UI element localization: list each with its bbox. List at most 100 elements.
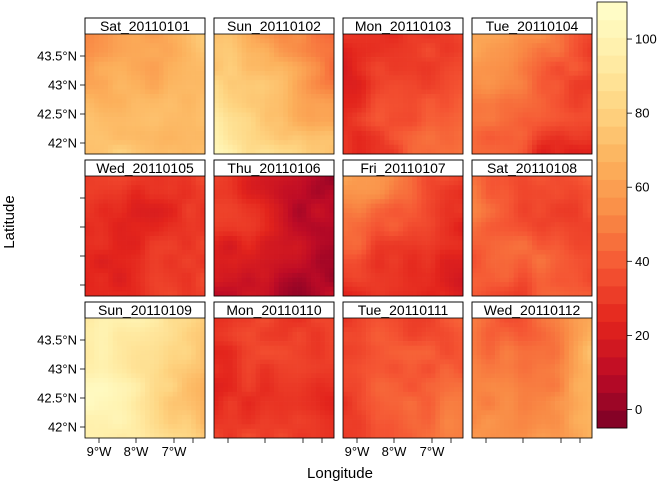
heatmap-cell xyxy=(504,180,510,186)
heatmap-cell xyxy=(356,212,362,218)
heatmap-cell xyxy=(121,47,127,53)
heatmap-cell xyxy=(476,212,482,218)
heatmap-cell xyxy=(278,75,284,81)
heatmap-cell xyxy=(297,208,303,214)
heatmap-cell xyxy=(121,144,127,150)
heatmap-cell xyxy=(145,189,150,195)
heatmap-cell xyxy=(536,130,542,136)
heatmap-cell xyxy=(587,103,593,109)
heatmap-cell xyxy=(200,222,206,228)
heatmap-cell xyxy=(191,43,197,49)
heatmap-cell xyxy=(444,212,450,218)
heatmap-cell xyxy=(264,272,270,278)
heatmap-cell xyxy=(499,84,505,90)
heatmap-cell xyxy=(89,126,95,132)
heatmap-cell xyxy=(573,203,579,209)
heatmap-cell xyxy=(356,75,362,81)
heatmap-cell xyxy=(227,231,233,237)
heatmap-cell xyxy=(274,121,279,127)
heatmap-cell xyxy=(444,84,450,90)
heatmap-cell xyxy=(398,135,404,141)
heatmap-cell xyxy=(407,231,413,237)
heatmap-cell xyxy=(117,180,123,186)
heatmap-cell xyxy=(536,52,542,58)
heatmap-cell xyxy=(117,185,123,191)
heatmap-cell xyxy=(287,135,293,141)
heatmap-cell xyxy=(522,149,528,155)
heatmap-cell xyxy=(145,70,150,76)
heatmap-cell xyxy=(393,259,399,265)
heatmap-cell xyxy=(527,135,533,141)
heatmap-cell xyxy=(356,263,362,269)
heatmap-cell xyxy=(232,103,238,109)
heatmap-cell xyxy=(163,217,169,223)
heatmap-cell xyxy=(126,199,132,205)
heatmap-cell xyxy=(255,75,261,81)
heatmap-cell xyxy=(112,194,118,200)
heatmap-cell xyxy=(85,43,90,49)
heatmap-cell xyxy=(532,135,537,141)
heatmap-cell xyxy=(103,117,109,123)
heatmap-cell xyxy=(108,263,114,269)
heatmap-cell xyxy=(172,208,178,214)
heatmap-cell xyxy=(264,70,270,76)
heatmap-cell xyxy=(181,240,187,246)
heatmap-cell xyxy=(269,80,275,86)
heatmap-cell xyxy=(227,117,233,123)
heatmap-cell xyxy=(195,126,201,132)
heatmap-cell xyxy=(587,66,593,72)
heatmap-cell xyxy=(329,259,335,265)
heatmap-cell xyxy=(532,189,537,195)
heatmap-cell xyxy=(232,203,238,209)
heatmap-cell xyxy=(264,84,270,90)
heatmap-cell xyxy=(578,47,584,53)
heatmap-cell xyxy=(94,263,100,269)
heatmap-cell xyxy=(237,75,243,81)
heatmap-cell xyxy=(329,107,335,113)
heatmap-cell xyxy=(481,34,487,39)
heatmap-cell xyxy=(292,208,298,214)
heatmap-cell xyxy=(320,185,326,191)
heatmap-cell xyxy=(241,208,247,214)
heatmap-cell xyxy=(320,176,326,181)
heatmap-cell xyxy=(490,75,496,81)
heatmap-cell xyxy=(439,61,445,67)
heatmap-cell xyxy=(98,47,104,53)
heatmap-cell xyxy=(246,180,252,186)
heatmap-cell xyxy=(172,80,178,86)
heatmap-cell xyxy=(347,57,353,63)
heatmap-cell xyxy=(389,277,395,283)
heatmap-cell xyxy=(283,217,289,223)
heatmap-cell xyxy=(310,176,316,181)
heatmap-cell xyxy=(154,259,160,265)
heatmap-cell xyxy=(177,263,183,269)
heatmap-cell xyxy=(375,240,381,246)
panel-Sat_20110108: Sat_20110108 xyxy=(471,159,593,297)
heatmap-cell xyxy=(287,52,293,58)
heatmap-cell xyxy=(389,66,395,72)
heatmap-cell xyxy=(218,38,224,44)
heatmap-cell xyxy=(237,94,243,99)
heatmap-cell xyxy=(149,38,155,44)
heatmap-cell xyxy=(453,52,459,58)
heatmap-cell xyxy=(320,245,326,251)
heatmap-cell xyxy=(145,268,150,274)
heatmap-cell xyxy=(361,34,367,39)
heatmap-cell xyxy=(227,66,233,72)
heatmap-cell xyxy=(246,70,252,76)
heatmap-cell xyxy=(85,226,90,232)
heatmap-cell xyxy=(476,52,482,58)
heatmap-cell xyxy=(370,263,376,269)
heatmap-cell xyxy=(504,144,510,150)
heatmap-cell xyxy=(555,70,561,76)
heatmap-cell xyxy=(375,70,381,76)
heatmap-cell xyxy=(416,61,422,67)
heatmap-cell xyxy=(264,117,270,123)
heatmap-cell xyxy=(347,144,353,150)
heatmap-cell xyxy=(297,176,303,181)
heatmap-cell xyxy=(117,217,123,223)
heatmap-cell xyxy=(403,117,408,123)
heatmap-cell xyxy=(301,84,307,90)
heatmap-cell xyxy=(541,61,547,67)
heatmap-cell xyxy=(426,70,432,76)
